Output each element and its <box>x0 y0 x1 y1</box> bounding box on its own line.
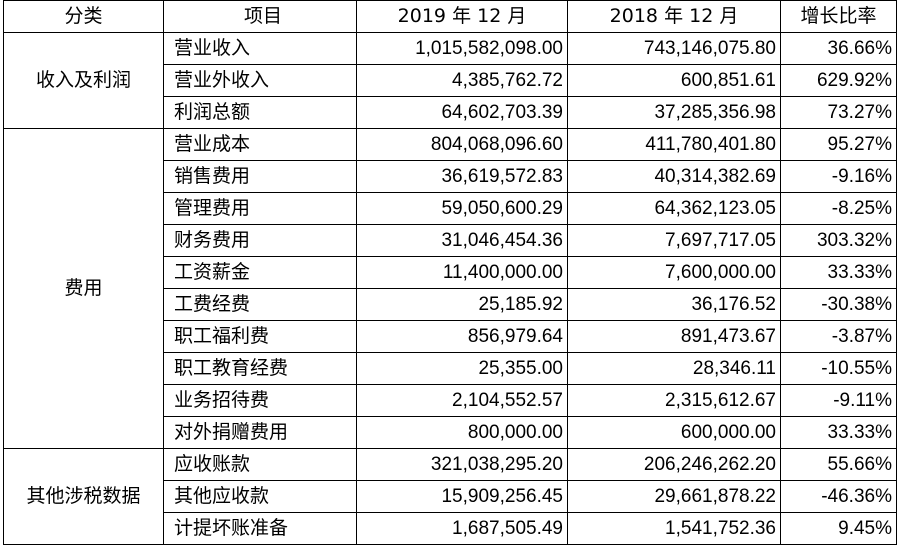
value-2018-cell: 37,285,356.98 <box>567 96 781 129</box>
value-2019-cell: 59,050,600.29 <box>356 192 568 225</box>
category-cell: 其他涉税数据 <box>3 448 164 545</box>
value-2019-cell: 321,038,295.20 <box>356 448 568 481</box>
growth-cell: -9.11% <box>780 384 897 417</box>
header-growth: 增长比率 <box>780 0 897 33</box>
value-2018-cell: 28,346.11 <box>567 352 781 385</box>
header-item: 项目 <box>163 0 357 33</box>
header-2019: 2019 年 12 月 <box>356 0 568 33</box>
table-row: 营业外收入 4,385,762.72 600,851.61 629.92% <box>4 64 897 97</box>
item-cell: 营业收入 <box>163 32 357 65</box>
growth-cell: 33.33% <box>780 416 897 449</box>
value-2019-cell: 25,185.92 <box>356 288 568 321</box>
growth-cell: -3.87% <box>780 320 897 353</box>
table-row: 计提坏账准备 1,687,505.49 1,541,752.36 9.45% <box>4 512 897 545</box>
item-cell: 其他应收款 <box>163 480 357 513</box>
value-2019-cell: 804,068,096.60 <box>356 128 568 161</box>
growth-cell: 73.27% <box>780 96 897 129</box>
item-cell: 计提坏账准备 <box>163 512 357 545</box>
category-cell: 收入及利润 <box>3 32 164 129</box>
value-2018-cell: 891,473.67 <box>567 320 781 353</box>
item-cell: 职工教育经费 <box>163 352 357 385</box>
financial-table: 分类 项目 2019 年 12 月 2018 年 12 月 增长比率 收入及利润… <box>3 0 897 545</box>
item-cell: 管理费用 <box>163 192 357 225</box>
growth-cell: -8.25% <box>780 192 897 225</box>
value-2018-cell: 64,362,123.05 <box>567 192 781 225</box>
growth-cell: -30.38% <box>780 288 897 321</box>
growth-cell: -9.16% <box>780 160 897 193</box>
growth-cell: 33.33% <box>780 256 897 289</box>
value-2019-cell: 25,355.00 <box>356 352 568 385</box>
item-cell: 应收账款 <box>163 448 357 481</box>
value-2018-cell: 600,851.61 <box>567 64 781 97</box>
table-row: 其他应收款 15,909,256.45 29,661,878.22 -46.36% <box>4 480 897 513</box>
value-2018-cell: 29,661,878.22 <box>567 480 781 513</box>
item-cell: 销售费用 <box>163 160 357 193</box>
value-2018-cell: 1,541,752.36 <box>567 512 781 545</box>
value-2018-cell: 743,146,075.80 <box>567 32 781 65</box>
table-row: 财务费用 31,046,454.36 7,697,717.05 303.32% <box>4 224 897 257</box>
value-2019-cell: 64,602,703.39 <box>356 96 568 129</box>
table-row: 对外捐赠费用 800,000.00 600,000.00 33.33% <box>4 416 897 449</box>
item-cell: 利润总额 <box>163 96 357 129</box>
growth-cell: 303.32% <box>780 224 897 257</box>
value-2018-cell: 206,246,262.20 <box>567 448 781 481</box>
growth-cell: 55.66% <box>780 448 897 481</box>
table-row: 工费经费 25,185.92 36,176.52 -30.38% <box>4 288 897 321</box>
value-2018-cell: 600,000.00 <box>567 416 781 449</box>
value-2018-cell: 7,600,000.00 <box>567 256 781 289</box>
value-2018-cell: 411,780,401.80 <box>567 128 781 161</box>
header-2018: 2018 年 12 月 <box>567 0 781 33</box>
growth-cell: -10.55% <box>780 352 897 385</box>
table-row: 费用 营业成本 804,068,096.60 411,780,401.80 95.27% <box>3 128 897 449</box>
value-2019-cell: 31,046,454.36 <box>356 224 568 257</box>
value-2019-cell: 11,400,000.00 <box>356 256 568 289</box>
table-row: 销售费用 36,619,572.83 40,314,382.69 -9.16% <box>4 160 897 193</box>
growth-cell: 9.45% <box>780 512 897 545</box>
growth-cell: 95.27% <box>780 128 897 161</box>
growth-cell: -46.36% <box>780 480 897 513</box>
value-2018-cell: 7,697,717.05 <box>567 224 781 257</box>
item-cell: 工资薪金 <box>163 256 357 289</box>
value-2019-cell: 856,979.64 <box>356 320 568 353</box>
category-cell: 费用 <box>3 128 164 449</box>
value-2018-cell: 2,315,612.67 <box>567 384 781 417</box>
value-2019-cell: 4,385,762.72 <box>356 64 568 97</box>
value-2019-cell: 800,000.00 <box>356 416 568 449</box>
table-row: 职工福利费 856,979.64 891,473.67 -3.87% <box>4 320 897 353</box>
value-2019-cell: 1,015,582,098.00 <box>356 32 568 65</box>
item-cell: 工费经费 <box>163 288 357 321</box>
item-cell: 业务招待费 <box>163 384 357 417</box>
header-row: 分类 项目 2019 年 12 月 2018 年 12 月 增长比率 <box>3 0 897 33</box>
value-2019-cell: 2,104,552.57 <box>356 384 568 417</box>
value-2018-cell: 36,176.52 <box>567 288 781 321</box>
value-2019-cell: 1,687,505.49 <box>356 512 568 545</box>
table-row: 其他涉税数据 应收账款 321,038,295.20 206,246,262.20 55… <box>3 448 897 545</box>
item-cell: 财务费用 <box>163 224 357 257</box>
value-2018-cell: 40,314,382.69 <box>567 160 781 193</box>
table-row: 工资薪金 11,400,000.00 7,600,000.00 33.33% <box>4 256 897 289</box>
value-2019-cell: 15,909,256.45 <box>356 480 568 513</box>
table-row: 利润总额 64,602,703.39 37,285,356.98 73.27% <box>4 96 897 129</box>
item-cell: 对外捐赠费用 <box>163 416 357 449</box>
table-row: 收入及利润 营业收入 1,015,582,098.00 743,146,075.80 3… <box>3 32 897 129</box>
item-cell: 营业外收入 <box>163 64 357 97</box>
table-row: 管理费用 59,050,600.29 64,362,123.05 -8.25% <box>4 192 897 225</box>
growth-cell: 36.66% <box>780 32 897 65</box>
header-category: 分类 <box>3 0 164 33</box>
item-cell: 营业成本 <box>163 128 357 161</box>
growth-cell: 629.92% <box>780 64 897 97</box>
item-cell: 职工福利费 <box>163 320 357 353</box>
value-2019-cell: 36,619,572.83 <box>356 160 568 193</box>
